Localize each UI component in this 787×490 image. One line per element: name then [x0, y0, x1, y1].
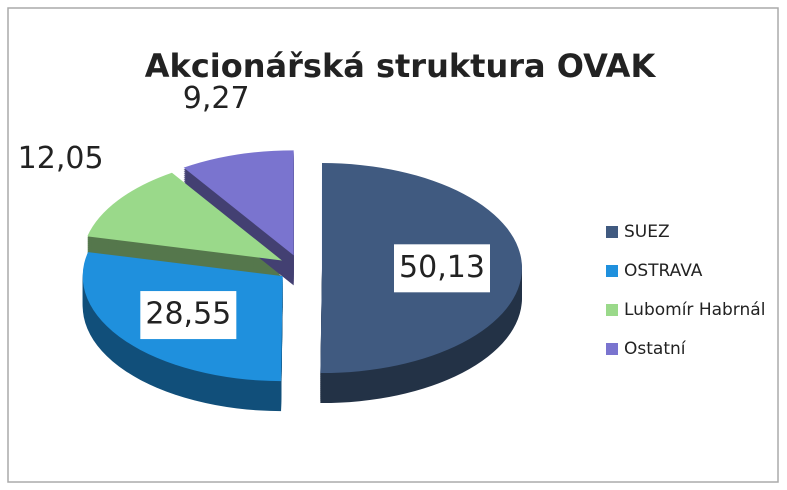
- legend-label: Lubomír Habrnál: [624, 300, 765, 320]
- legend-swatch: [606, 265, 618, 277]
- label-box: [140, 291, 237, 340]
- legend-swatch: [606, 304, 618, 316]
- slice: [183, 150, 294, 256]
- label-box: [393, 244, 490, 293]
- slice: [87, 172, 282, 261]
- legend-label: Ostatní: [624, 339, 687, 359]
- data-label: 50,13: [399, 250, 485, 285]
- legend-label: OSTRAVA: [624, 261, 703, 281]
- legend-swatch: [606, 226, 618, 238]
- chart-title: Akcionářská struktura OVAK: [145, 47, 657, 85]
- data-label: 28,55: [145, 297, 231, 332]
- data-label: 9,27: [183, 81, 250, 116]
- data-label: 12,05: [18, 141, 104, 176]
- legend-label: SUEZ: [624, 222, 670, 242]
- legend-swatch: [606, 343, 618, 355]
